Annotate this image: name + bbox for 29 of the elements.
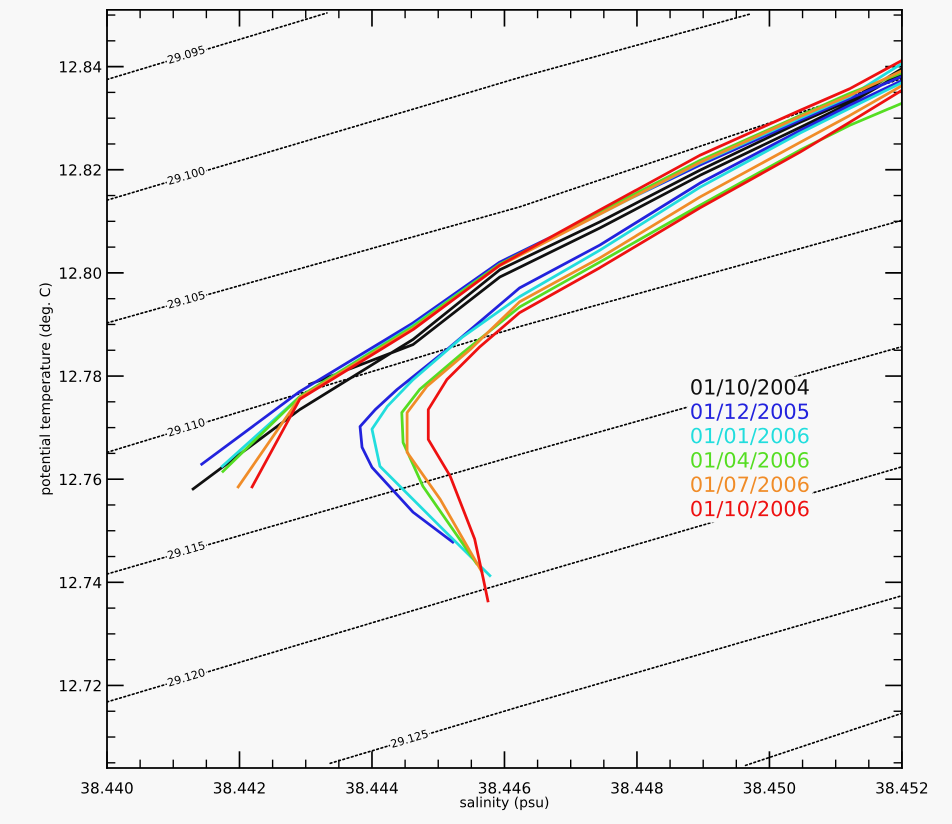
x-tick-label: 38.452: [876, 782, 928, 794]
y-tick-label: 12.84: [60, 61, 102, 73]
x-tick-label: 38.448: [611, 782, 663, 794]
text: 29.125: [390, 729, 428, 748]
x-tick-label: 38.450: [744, 782, 796, 794]
x-tick-label: 38.442: [214, 782, 265, 794]
y-axis-title: potential temperature (deg. C): [39, 283, 53, 494]
x-axis-title: salinity (psu): [460, 796, 548, 810]
text: 29.110: [167, 418, 206, 437]
x-tick-label: 38.440: [81, 782, 133, 794]
text: 01/04/2006: [691, 452, 809, 470]
x-tick-label: 38.444: [346, 782, 398, 794]
text: 29.100: [167, 166, 206, 185]
y-tick-label: 12.82: [60, 164, 101, 176]
text: 29.095: [167, 45, 206, 64]
y-tick-label: 12.80: [60, 267, 102, 279]
text: 29.115: [167, 540, 206, 560]
text: 01/12/2005: [691, 403, 808, 421]
y-tick-label: 12.74: [60, 576, 102, 588]
y-tick-label: 12.72: [60, 680, 101, 692]
x-tick-label: 38.446: [478, 782, 530, 794]
text: 01/01/2006: [691, 428, 809, 446]
y-tick-label: 12.78: [60, 370, 102, 382]
text: 29.120: [167, 668, 206, 687]
text: 29.105: [167, 290, 206, 309]
y-tick-label: 12.76: [60, 474, 102, 486]
text: 01/10/2006: [691, 500, 809, 518]
text: 01/10/2004: [691, 379, 809, 396]
text: 01/07/2006: [691, 476, 809, 494]
